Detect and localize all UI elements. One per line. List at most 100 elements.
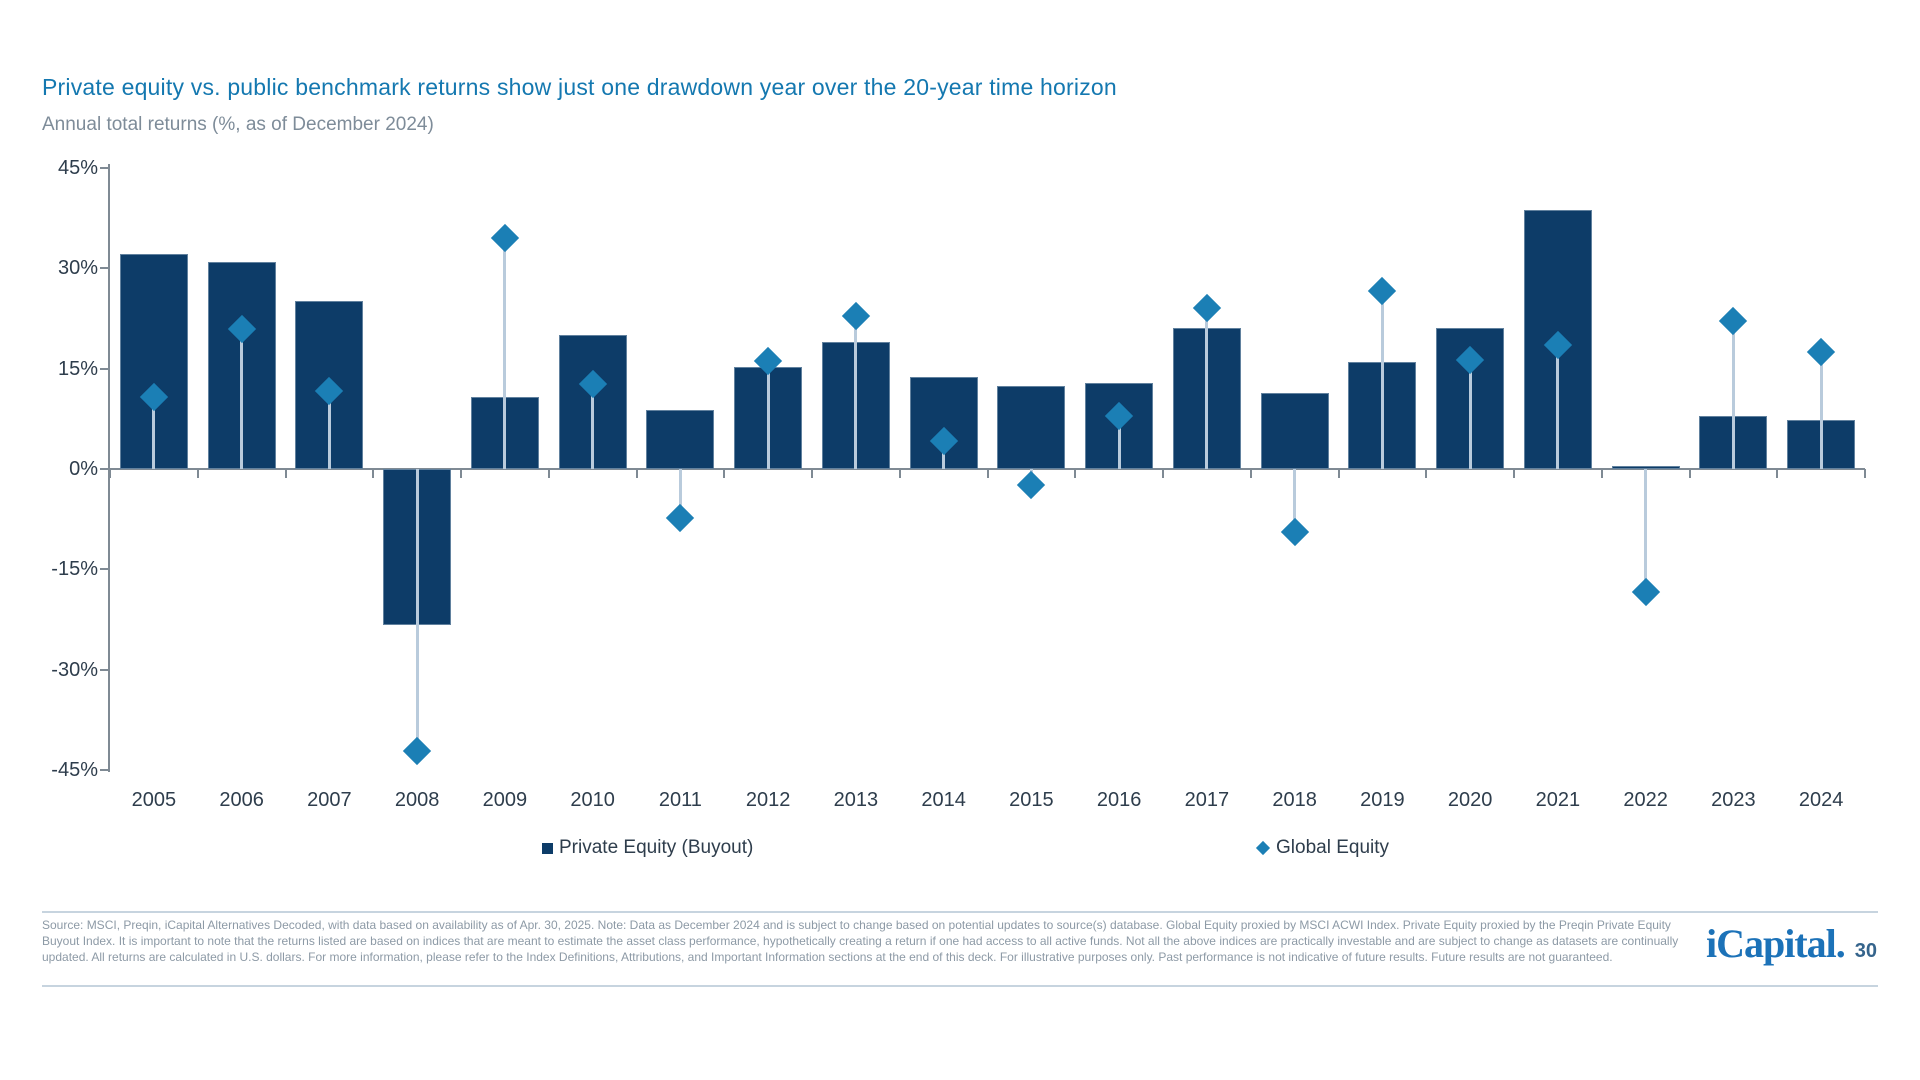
- connector-2007: [327, 390, 331, 469]
- global-equity-point-2019: [1368, 276, 1397, 306]
- global-equity-point-2013: [841, 302, 871, 331]
- legend-label-private-equity: Private Equity (Buyout): [559, 837, 754, 858]
- y-axis-tick--30: [100, 668, 108, 671]
- year-label-2013: 2013: [833, 789, 879, 811]
- x-axis-tick-19: [1776, 469, 1779, 478]
- x-axis-tick-13: [1249, 469, 1252, 478]
- y-tick-label-30: 30%: [57, 257, 98, 280]
- connector-2006: [240, 328, 244, 469]
- source-disclaimer-text: Source: MSCI, Preqin, iCapital Alternati…: [42, 918, 1679, 964]
- x-axis-tick-1: [196, 469, 199, 478]
- x-axis-tick-12: [1162, 469, 1164, 478]
- year-label-2008: 2008: [394, 789, 440, 811]
- bar-2015: [997, 386, 1066, 469]
- year-label-2011: 2011: [658, 789, 702, 811]
- year-label-2022: 2022: [1623, 789, 1668, 811]
- x-axis-tick-7: [723, 469, 726, 478]
- year-label-2014: 2014: [921, 789, 966, 811]
- page-title: Private equity vs. public benchmark retu…: [42, 74, 1117, 100]
- year-label-2006: 2006: [219, 789, 264, 811]
- global-equity-diamond-marker: [1255, 840, 1271, 856]
- bar-2022: [1611, 466, 1680, 469]
- connector-2023: [1731, 320, 1735, 469]
- connector-2019: [1380, 291, 1384, 469]
- y-tick-label-0: 0%: [69, 458, 98, 480]
- global-equity-point-2008: [402, 737, 432, 766]
- year-label-2012: 2012: [745, 789, 791, 811]
- year-label-2019: 2019: [1360, 789, 1405, 811]
- x-axis-tick-10: [986, 469, 989, 478]
- year-label-2005: 2005: [131, 789, 177, 811]
- page-subtitle: Annual total returns (%, as of December …: [42, 114, 434, 135]
- connector-2009: [503, 237, 507, 469]
- x-axis-tick-20: [1864, 469, 1866, 478]
- connector-2017: [1205, 308, 1209, 469]
- y-axis-tick-30: [100, 267, 108, 270]
- connector-2020: [1468, 359, 1472, 469]
- y-axis-tick--45: [100, 769, 108, 771]
- y-tick-label-45: 45%: [57, 156, 98, 179]
- year-label-2009: 2009: [482, 789, 528, 811]
- global-equity-point-2018: [1280, 517, 1309, 547]
- y-tick-label-15: 15%: [57, 357, 98, 380]
- legend-item-private-equity: Private Equity (Buyout): [542, 836, 753, 860]
- footer-top-divider: [42, 911, 1878, 913]
- year-label-2023: 2023: [1711, 789, 1756, 811]
- year-label-2007: 2007: [307, 789, 352, 811]
- connector-2013: [854, 316, 858, 469]
- y-tick-label--30: -30%: [51, 658, 98, 681]
- bar-2018: [1260, 393, 1329, 469]
- year-label-2024: 2024: [1798, 789, 1844, 811]
- brand-block: iCapital. 30: [1706, 920, 1877, 967]
- connector-2011: [678, 469, 682, 518]
- global-equity-point-2011: [666, 503, 695, 532]
- global-equity-point-2024: [1806, 337, 1836, 367]
- connector-2022: [1644, 469, 1648, 593]
- year-label-2021: 2021: [1535, 789, 1581, 811]
- x-axis-tick-14: [1337, 469, 1340, 478]
- connector-2012: [766, 361, 770, 469]
- page-number: 30: [1854, 940, 1878, 962]
- x-axis-tick-16: [1513, 469, 1515, 478]
- x-axis-tick-6: [635, 469, 638, 478]
- legend-label-global-equity: Global Equity: [1276, 837, 1390, 858]
- legend-item-global-equity: Global Equity: [1255, 836, 1390, 860]
- connector-2018: [1293, 469, 1297, 532]
- year-label-2015: 2015: [1009, 789, 1054, 811]
- y-axis-tick--15: [100, 568, 108, 571]
- x-axis-tick-8: [811, 469, 813, 478]
- y-axis-tick-15: [100, 367, 108, 370]
- bar-2014: [909, 376, 978, 469]
- x-axis-tick-17: [1600, 469, 1603, 478]
- year-label-2010: 2010: [570, 789, 615, 811]
- x-axis-tick-0: [109, 469, 111, 478]
- y-axis-tick-0: [100, 468, 108, 470]
- x-axis-tick-2: [284, 469, 287, 478]
- year-label-2020: 2020: [1447, 789, 1493, 811]
- connector-2005: [152, 396, 156, 469]
- y-axis-tick-45: [100, 166, 108, 169]
- global-equity-point-2017: [1192, 294, 1222, 323]
- x-axis-tick-15: [1425, 469, 1428, 478]
- private-equity-square-marker: [542, 842, 553, 854]
- footer-bottom-divider: [42, 985, 1878, 987]
- global-equity-point-2015: [1017, 470, 1046, 500]
- x-axis-tick-5: [547, 469, 550, 478]
- connector-2010: [591, 384, 595, 469]
- x-axis-tick-18: [1688, 469, 1691, 478]
- year-label-2018: 2018: [1272, 789, 1317, 811]
- connector-2024: [1819, 351, 1823, 469]
- x-axis-tick-11: [1074, 469, 1077, 478]
- year-label-2016: 2016: [1096, 789, 1142, 811]
- x-axis-tick-4: [460, 469, 462, 478]
- connector-2008: [415, 469, 419, 752]
- y-tick-label--15: -15%: [51, 558, 98, 581]
- global-equity-point-2023: [1719, 306, 1748, 335]
- global-equity-point-2009: [490, 223, 520, 252]
- x-axis-tick-9: [898, 469, 901, 478]
- year-label-2017: 2017: [1184, 789, 1230, 811]
- x-axis-tick-3: [372, 469, 375, 478]
- connector-2016: [1117, 416, 1121, 469]
- icapital-logo: iCapital.: [1706, 921, 1846, 966]
